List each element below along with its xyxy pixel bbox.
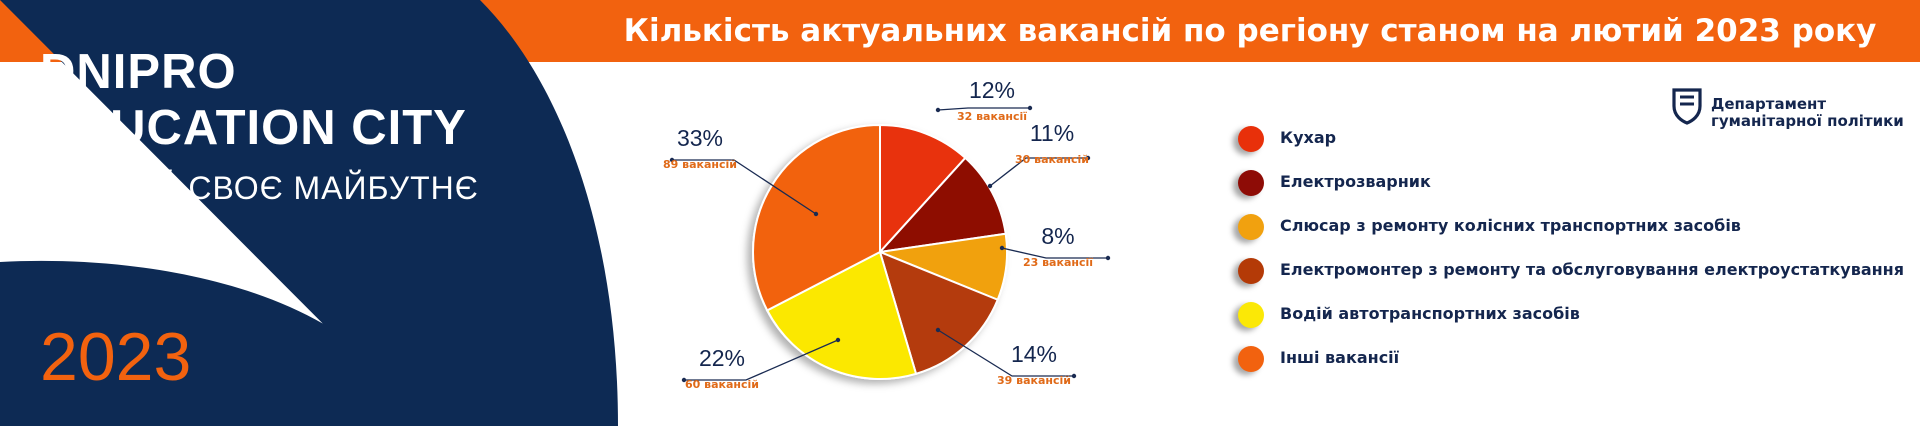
year-label: 2023 — [40, 319, 192, 395]
department-name-line-1: Департамент — [1711, 95, 1827, 113]
slice-count-label: 60 вакансій — [685, 378, 759, 391]
department-logo-icon — [1672, 88, 1702, 125]
brand-line-1: DNIPRO — [40, 45, 237, 99]
slice-count-label: 32 вакансії — [957, 110, 1027, 123]
slice-percent-label: 14% — [1011, 341, 1057, 367]
slice-percent-label: 33% — [677, 125, 723, 151]
callout-leader-line — [937, 329, 1074, 377]
pie-slice — [879, 123, 967, 255]
callout-slice-dot — [935, 327, 941, 333]
callout-end-dot — [681, 377, 687, 383]
callout-slice-dot — [999, 245, 1005, 251]
pie-slice — [877, 156, 1007, 254]
slice-count-label: 23 вакансії — [1023, 256, 1093, 269]
chart-title: Кількість актуальних вакансій по регіону… — [623, 13, 1877, 49]
slice-percent-label: 12% — [969, 77, 1015, 103]
callout-leader-line — [989, 157, 1088, 187]
callout-slice-dot — [987, 183, 993, 189]
slice-count-label: 30 вакансій — [1015, 153, 1089, 166]
navy-background-shape — [0, 0, 618, 426]
legend-swatch — [1238, 214, 1264, 240]
department-name-line-2: гуманітарної політики — [1711, 112, 1904, 130]
legend-label: Слюсар з ремонту колісних транспортних з… — [1280, 216, 1741, 235]
legend-swatch — [1238, 170, 1264, 196]
callout-slice-dot — [935, 107, 941, 113]
callout-end-dot — [1085, 155, 1091, 161]
legend-label: Кухар — [1280, 128, 1337, 147]
slice-percent-label: 11% — [1030, 120, 1074, 146]
callout-leader-line — [1001, 247, 1108, 259]
legend-swatch — [1238, 126, 1264, 152]
slice-percent-label: 22% — [699, 345, 745, 371]
legend-label: Інші вакансії — [1280, 348, 1400, 367]
brand-tagline: ОБИРАЙ СВОЄ МАЙБУТНЄ — [40, 170, 479, 206]
pie-slice — [752, 123, 881, 312]
pie-slice — [765, 250, 918, 380]
callout-end-dot — [669, 157, 675, 163]
legend-swatch — [1238, 258, 1264, 284]
navy-shape-path — [0, 0, 618, 426]
callout-leader-line — [937, 107, 1030, 111]
callout-slice-dot — [813, 211, 819, 217]
slice-count-label: 39 вакансій — [997, 374, 1071, 387]
callout-end-dot — [1027, 105, 1033, 111]
legend-label: Електромонтер з ремонту та обслуговуванн… — [1280, 260, 1904, 279]
callout-slice-dot — [835, 337, 841, 343]
slice-percent-label: 8% — [1041, 223, 1074, 249]
callout-leader-line — [684, 339, 839, 381]
callout-end-dot — [1105, 255, 1111, 261]
legend-label: Електрозварник — [1280, 172, 1431, 191]
slice-count-label: 89 вакансій — [663, 158, 737, 171]
legend-swatch — [1238, 346, 1264, 372]
legend-label: Водій автотранспортних засобів — [1280, 304, 1580, 323]
pie-slices — [752, 123, 1008, 380]
brand-line-2: EDUCATION CITY — [40, 101, 467, 155]
callout-end-dot — [1071, 373, 1077, 379]
callout-leader-line — [672, 159, 817, 215]
legend-swatch — [1238, 302, 1264, 328]
pie-slice — [878, 250, 999, 376]
